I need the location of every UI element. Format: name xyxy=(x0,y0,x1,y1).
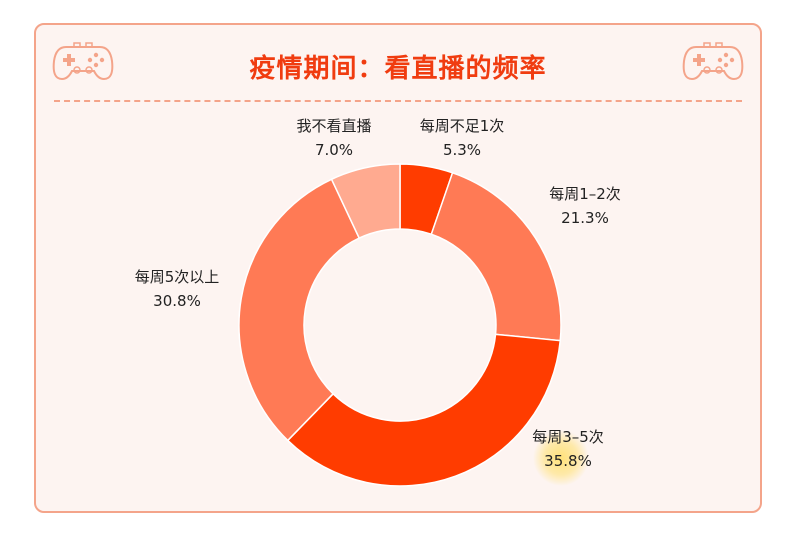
gamepad-icon xyxy=(682,42,744,81)
gamepad-icon xyxy=(52,42,114,81)
slice-value-label: 30.8% xyxy=(153,292,201,310)
slice-value-label: 35.8% xyxy=(544,452,592,470)
slice-value-label: 21.3% xyxy=(561,209,609,227)
donut-slice xyxy=(286,333,562,487)
slice-category-label: 每周3–5次 xyxy=(532,428,604,446)
slice-value-label: 5.3% xyxy=(443,141,481,159)
donut-slice xyxy=(330,163,401,240)
donut-slice xyxy=(430,171,562,342)
highlight-glow xyxy=(533,430,589,486)
chart-title: 疫情期间：看直播的频率 xyxy=(249,54,547,84)
slice-category-label: 每周5次以上 xyxy=(135,268,220,286)
slice-category-label: 每周不足1次 xyxy=(420,117,505,135)
slice-category-label: 我不看直播 xyxy=(296,117,371,135)
slice-category-label: 每周1–2次 xyxy=(549,185,621,203)
donut-slice xyxy=(238,178,361,442)
title-divider xyxy=(54,100,742,102)
slice-value-label: 7.0% xyxy=(315,141,353,159)
